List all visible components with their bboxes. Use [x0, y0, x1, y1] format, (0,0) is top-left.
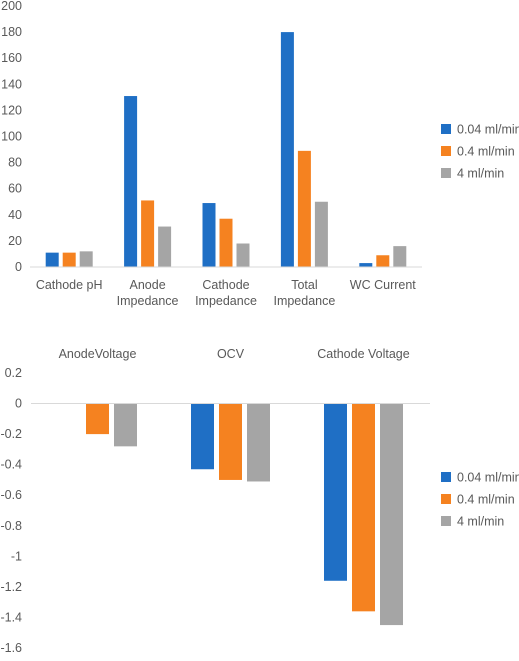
bar	[86, 403, 109, 435]
bar	[359, 263, 373, 267]
legend-label: 4 ml/min	[457, 515, 504, 529]
y-tick-label: -1.6	[0, 641, 22, 655]
bar	[158, 226, 172, 267]
y-tick-label: 20	[8, 234, 22, 248]
category-label: Impedance	[273, 294, 335, 308]
y-tick-label: 60	[8, 182, 22, 196]
bar	[352, 403, 375, 612]
category-label: Impedance	[195, 294, 257, 308]
y-tick-label: -1.2	[0, 580, 22, 594]
bar	[191, 403, 214, 470]
y-tick-label: -0.4	[0, 458, 22, 472]
bar	[236, 243, 250, 267]
bar	[45, 252, 59, 267]
y-tick-label: -0.8	[0, 519, 22, 533]
bar	[314, 201, 328, 267]
category-label: Cathode pH	[36, 278, 103, 292]
bar	[141, 200, 155, 267]
bar	[219, 403, 242, 480]
bar	[376, 255, 390, 267]
bar	[124, 96, 138, 267]
legend-label: 4 ml/min	[457, 167, 504, 181]
legend-swatch	[441, 494, 451, 504]
legend-swatch	[441, 472, 451, 482]
legend-label: 0.4 ml/min	[457, 493, 515, 507]
y-tick-label: 140	[1, 77, 22, 91]
bar	[79, 251, 93, 267]
category-label: Cathode Voltage	[317, 347, 409, 361]
y-tick-label: 100	[1, 130, 22, 144]
y-tick-label: -1	[11, 549, 22, 563]
category-label: AnodeVoltage	[59, 347, 137, 361]
impedance-chart: 0 20 40 60 80 100 120 140 160 180 200 Cathode pH Ano…	[1, 0, 519, 308]
bar	[280, 32, 294, 267]
y-tick-label: -1.4	[0, 610, 22, 624]
y-tick-label: -0.2	[0, 427, 22, 441]
y-tick-label: 120	[1, 103, 22, 117]
legend-swatch	[441, 124, 451, 134]
bar	[380, 403, 403, 626]
y-tick-label: 0	[15, 397, 22, 411]
bar	[62, 252, 76, 267]
legend-swatch	[441, 516, 451, 526]
category-label: OCV	[217, 347, 245, 361]
voltage-chart: 0.2 0 -0.2 -0.4 -0.6 -0.8 -1 -1.2 -1.4 -1.6 AnodeV…	[0, 347, 519, 655]
bar	[219, 218, 233, 267]
bar	[324, 403, 347, 581]
y-tick-label: 180	[1, 25, 22, 39]
y-tick-label: 80	[8, 156, 22, 170]
bar	[393, 246, 407, 267]
legend-label: 0.04 ml/min	[457, 123, 519, 137]
y-tick-label: -0.6	[0, 488, 22, 502]
bar	[247, 403, 270, 482]
bar	[202, 203, 216, 267]
category-label: Impedance	[117, 294, 179, 308]
legend-swatch	[441, 168, 451, 178]
y-tick-label: 0.2	[5, 366, 22, 380]
category-label: Total	[291, 278, 317, 292]
legend-swatch	[441, 146, 451, 156]
y-tick-label: 40	[8, 208, 22, 222]
category-label: Cathode	[202, 278, 249, 292]
category-label: Anode	[130, 278, 166, 292]
bar	[114, 403, 137, 447]
legend-label: 0.04 ml/min	[457, 471, 519, 485]
legend-label: 0.4 ml/min	[457, 145, 515, 159]
bar	[297, 150, 311, 267]
y-tick-label: 200	[1, 0, 22, 13]
category-label: WC Current	[350, 278, 417, 292]
y-tick-label: 160	[1, 51, 22, 65]
y-tick-label: 0	[15, 260, 22, 274]
